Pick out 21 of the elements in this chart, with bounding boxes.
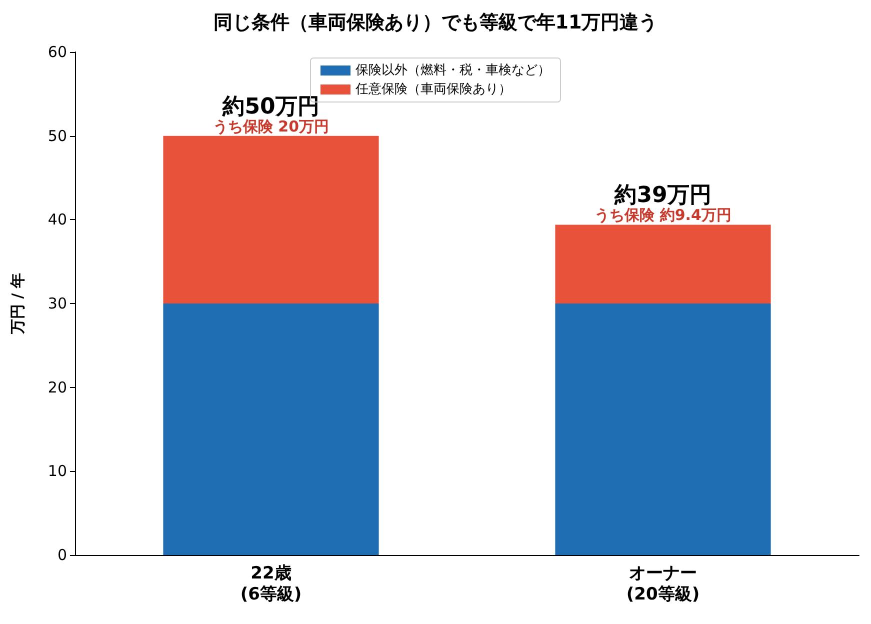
bar: [555, 304, 771, 555]
y-tick-label: 60: [48, 43, 67, 61]
y-tick-label: 20: [48, 378, 67, 396]
bar: [555, 224, 771, 304]
y-tick-label: 40: [48, 210, 67, 229]
total-label: 約50万円: [222, 94, 320, 120]
y-tick-label: 10: [48, 462, 67, 480]
x-tick-label: 22歳 (6等級): [240, 564, 302, 604]
bar: [163, 136, 379, 304]
legend-label: 保険以外（燃料・税・車検など）: [356, 63, 550, 78]
y-axis-title: 万円 / 年: [8, 273, 26, 335]
total-label: 約39万円: [614, 183, 712, 208]
y-tick-label: 0: [57, 546, 67, 564]
chart-title: 同じ条件（車両保険あり）でも等級で年11万円違う: [213, 12, 658, 34]
y-tick-label: 50: [48, 126, 67, 145]
bar: [163, 304, 379, 555]
legend-label: 任意保険（車両保険あり）: [354, 82, 512, 97]
x-tick-label: オーナー (20等級): [626, 564, 700, 604]
y-tick-label: 30: [48, 294, 67, 312]
annotation: うち保険 20万円: [212, 117, 330, 136]
annotation: うち保険 約9.4万円: [594, 206, 732, 224]
